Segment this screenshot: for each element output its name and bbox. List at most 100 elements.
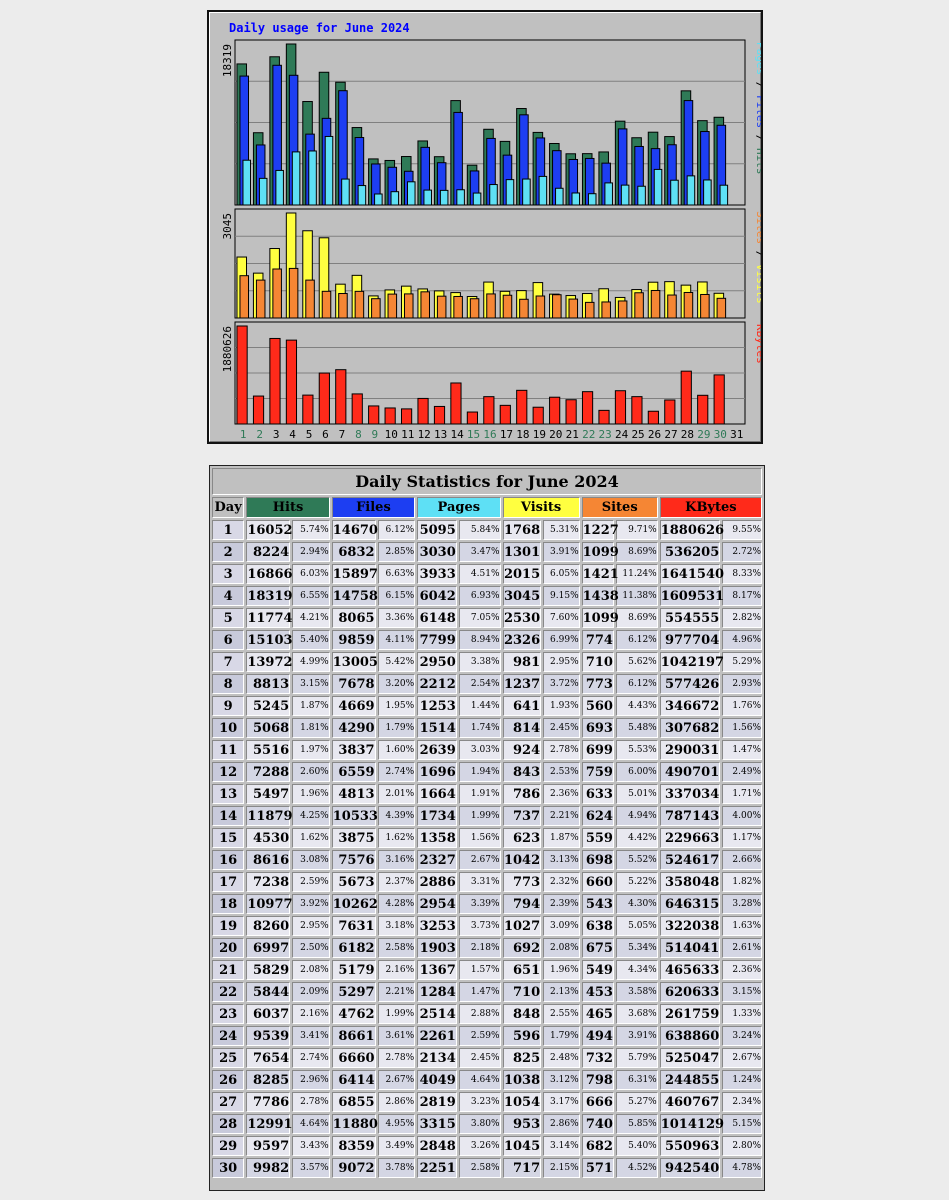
table-row: 24 9539 3.41% 8661 3.61% 2261 2.59% 596 1.79% 494… <box>212 1026 762 1046</box>
cell-sites_pct: 6.12% <box>615 630 658 650</box>
day-label: 6 <box>322 428 329 441</box>
cell-sites_pct: 8.69% <box>615 608 658 628</box>
legend-entry: KBytes <box>754 324 761 364</box>
cell-pages_pct: 3.73% <box>458 916 501 936</box>
cell-hits_pct: 2.94% <box>292 542 330 562</box>
bar-sites-day-30 <box>716 297 727 319</box>
cell-sites: 759 <box>581 762 614 782</box>
cell-kb: 460767 <box>659 1092 721 1112</box>
day-label: 25 <box>631 428 644 441</box>
cell-files_pct: 4.95% <box>377 1114 416 1134</box>
cell-files_pct: 6.63% <box>377 564 416 584</box>
cell-day: 10 <box>212 718 245 738</box>
cell-day: 16 <box>212 850 245 870</box>
cell-day: 8 <box>212 674 245 694</box>
cell-visits: 814 <box>502 718 542 738</box>
cell-kb: 346672 <box>659 696 721 716</box>
cell-kb_pct: 1.47% <box>722 740 762 760</box>
cell-files_pct: 3.61% <box>377 1026 416 1046</box>
cell-files: 7576 <box>331 850 376 870</box>
cell-day: 15 <box>212 828 245 848</box>
cell-kb_pct: 3.24% <box>722 1026 762 1046</box>
bar-kbytes-day-21 <box>565 399 577 425</box>
bar-pages-day-25 <box>637 185 646 206</box>
bar-pages-day-4 <box>291 151 301 206</box>
header-files: Files <box>331 497 416 518</box>
cell-visits: 2015 <box>502 564 542 584</box>
bar-pages-day-8 <box>357 185 367 206</box>
cell-pages: 5095 <box>417 520 457 540</box>
cell-sites_pct: 8.69% <box>615 542 658 562</box>
table-row: 2 8224 2.94% 6832 2.85% 3030 3.47% 1301 3.91% 109… <box>212 542 762 562</box>
bar-pages-day-5 <box>308 150 317 206</box>
cell-pages: 1253 <box>417 696 457 716</box>
cell-visits_pct: 2.86% <box>543 1114 580 1134</box>
cell-kb_pct: 2.82% <box>722 608 762 628</box>
cell-sites_pct: 5.34% <box>615 938 658 958</box>
cell-hits: 8285 <box>246 1070 291 1090</box>
panel-legend: Sites / Visits <box>754 211 761 304</box>
cell-visits: 1027 <box>502 916 542 936</box>
cell-kb: 337034 <box>659 784 721 804</box>
day-label: 28 <box>681 428 694 441</box>
legend-entry: Files <box>754 95 761 128</box>
cell-kb: 322038 <box>659 916 721 936</box>
cell-sites: 774 <box>581 630 614 650</box>
bar-sites-day-5 <box>305 279 315 319</box>
table-row: 28 12991 4.64% 11880 4.95% 3315 3.80% 953 2.86% 7… <box>212 1114 762 1134</box>
cell-kb: 307682 <box>659 718 721 738</box>
cell-pages_pct: 7.05% <box>458 608 501 628</box>
bar-sites-day-18 <box>519 298 529 319</box>
cell-kb_pct: 1.63% <box>722 916 762 936</box>
cell-day: 14 <box>212 806 245 826</box>
cell-sites: 465 <box>581 1004 614 1024</box>
cell-kb_pct: 8.33% <box>722 564 762 584</box>
bar-pages-day-22 <box>587 193 597 206</box>
bar-kbytes-day-9 <box>368 405 380 425</box>
cell-files_pct: 1.60% <box>377 740 416 760</box>
bar-pages-day-29 <box>703 179 712 206</box>
cell-kb_pct: 1.71% <box>722 784 762 804</box>
day-label: 27 <box>664 428 677 441</box>
bar-kbytes-day-18 <box>516 389 528 425</box>
day-label: 15 <box>467 428 480 441</box>
cell-sites_pct: 5.52% <box>615 850 658 870</box>
cell-visits: 1038 <box>502 1070 542 1090</box>
cell-sites_pct: 4.52% <box>615 1158 658 1178</box>
cell-sites: 675 <box>581 938 614 958</box>
cell-sites: 624 <box>581 806 614 826</box>
cell-pages_pct: 2.58% <box>458 1158 501 1178</box>
cell-pages: 3933 <box>417 564 457 584</box>
cell-sites_pct: 5.62% <box>615 652 658 672</box>
cell-day: 20 <box>212 938 245 958</box>
table-row: 13 5497 1.96% 4813 2.01% 1664 1.91% 786 2.36% 633… <box>212 784 762 804</box>
cell-visits: 1042 <box>502 850 542 870</box>
bar-kbytes-day-2 <box>252 395 265 425</box>
cell-files: 9072 <box>331 1158 376 1178</box>
day-label: 12 <box>418 428 431 441</box>
cell-visits: 1768 <box>502 520 542 540</box>
bar-pages-day-21 <box>571 192 581 206</box>
cell-files_pct: 2.37% <box>377 872 416 892</box>
cell-day: 6 <box>212 630 245 650</box>
cell-visits: 1045 <box>502 1136 542 1156</box>
bar-pages-day-20 <box>555 187 564 206</box>
panel-max-label: 1880626 <box>221 326 234 372</box>
cell-hits_pct: 2.50% <box>292 938 330 958</box>
cell-kb: 620633 <box>659 982 721 1002</box>
header-kbytes: KBytes <box>659 497 762 518</box>
cell-visits: 710 <box>502 982 542 1002</box>
cell-files_pct: 4.28% <box>377 894 416 914</box>
cell-visits: 717 <box>502 1158 542 1178</box>
header-visits: Visits <box>502 497 580 518</box>
cell-visits_pct: 2.78% <box>543 740 580 760</box>
cell-files: 8359 <box>331 1136 376 1156</box>
table-row: 29 9597 3.43% 8359 3.49% 2848 3.26% 1045 3.14% 68… <box>212 1136 762 1156</box>
cell-hits: 15103 <box>246 630 293 650</box>
table-row: 21 5829 2.08% 5179 2.16% 1367 1.57% 651 1.96% 549… <box>212 960 762 980</box>
cell-visits_pct: 2.53% <box>543 762 580 782</box>
daily-stats-table-frame: Daily Statistics for June 2024 Day Hits … <box>209 465 765 1191</box>
day-label: 17 <box>500 428 513 441</box>
cell-hits: 6037 <box>246 1004 291 1024</box>
